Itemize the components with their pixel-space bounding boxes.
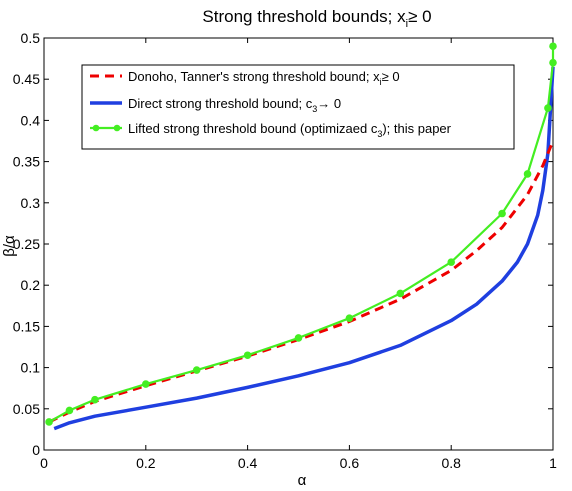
- y-tick-label: 0.05: [13, 401, 40, 417]
- series-point: [396, 289, 405, 298]
- series-line-1: [53, 66, 555, 431]
- y-tick-label: 0.4: [21, 112, 41, 128]
- legend-marker: [113, 124, 121, 132]
- y-tick-label: 0.25: [13, 236, 40, 252]
- x-tick-label: 0.8: [441, 455, 461, 471]
- x-tick-label: 0.2: [136, 455, 156, 471]
- series-point: [544, 104, 552, 112]
- series-point: [243, 351, 252, 360]
- series-point: [294, 334, 303, 342]
- y-tick-label: 0.45: [13, 71, 40, 87]
- y-tick-label: 0.5: [21, 30, 41, 46]
- legend-box: [81, 64, 515, 150]
- series-point: [345, 314, 354, 322]
- series-point: [523, 170, 532, 178]
- legend-label: Lifted strong threshold bound (optimizae…: [128, 121, 452, 139]
- series-point: [45, 418, 53, 426]
- legend: Donoho, Tanner's strong threshold bound;…: [81, 64, 515, 150]
- chart-title: Strong threshold bounds; xi≥ 0: [202, 7, 431, 30]
- y-axis-label: β/α: [1, 235, 18, 257]
- chart-title-main: Strong threshold bounds; x: [202, 7, 406, 26]
- axis-ticks: 0 0.2 0.4 0.6 0.8 1 0 0.05 0.1 0.15 0.2 0.25 0.3 0.35…: [13, 30, 557, 471]
- series-point: [192, 366, 201, 374]
- x-tick-label: 0.6: [340, 455, 360, 471]
- chart-title-sub: i: [406, 18, 408, 30]
- legend-label: Donoho, Tanner's strong threshold bound;…: [128, 69, 400, 87]
- y-tick-label: 0.2: [21, 277, 41, 293]
- series-point: [549, 42, 557, 51]
- y-tick-label: 0.15: [13, 318, 40, 334]
- series-point: [498, 209, 506, 218]
- x-axis-label: α: [298, 472, 307, 489]
- y-tick-label: 0: [32, 442, 40, 458]
- series-point: [447, 258, 456, 266]
- series-point: [142, 380, 150, 388]
- series-layer: [45, 42, 557, 431]
- chart-title-rest: ≥ 0: [408, 7, 432, 26]
- legend-label: Direct strong threshold bound; c3→ 0: [128, 96, 341, 114]
- series-point: [65, 406, 74, 415]
- x-tick-label: 0: [40, 455, 48, 471]
- x-tick-label: 0.4: [238, 455, 258, 471]
- series-point: [91, 395, 99, 404]
- y-tick-label: 0.1: [21, 360, 41, 376]
- x-tick-label: 1: [549, 455, 557, 471]
- y-tick-label: 0.3: [21, 195, 41, 211]
- y-tick-label: 0.35: [13, 154, 40, 170]
- series-point: [549, 58, 557, 67]
- legend-marker: [92, 124, 100, 132]
